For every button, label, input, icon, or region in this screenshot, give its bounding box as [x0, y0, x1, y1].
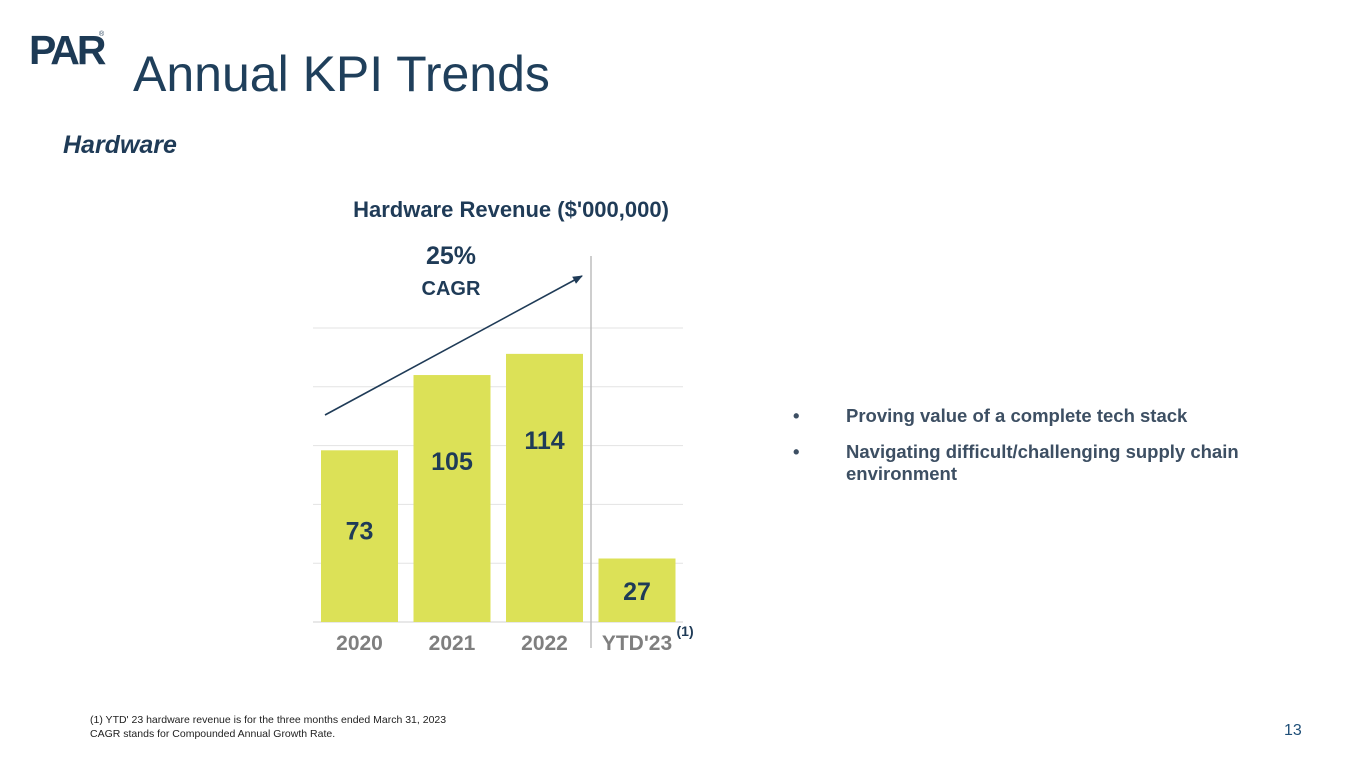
footnotes: (1) YTD' 23 hardware revenue is for the … — [90, 714, 446, 741]
bar-YTD'23 — [598, 558, 676, 622]
bullet-item: • Proving value of a complete tech stack — [793, 405, 1293, 427]
bullet-text: Navigating difficult/challenging supply … — [846, 441, 1239, 484]
slide-title: Annual KPI Trends — [133, 46, 550, 102]
bar-2020 — [321, 450, 398, 622]
footnote-ytd: (1) YTD' 23 hardware revenue is for the … — [90, 714, 447, 726]
bullet-marker: • — [793, 441, 800, 462]
value-label-2020: 73 — [346, 518, 374, 546]
chart-title: Hardware Revenue ($'000,000) — [353, 197, 669, 222]
footnote-marker: (1) — [677, 623, 694, 639]
category-label-YTD'23: YTD'23 — [602, 632, 672, 655]
bar-2021 — [413, 375, 491, 622]
growth-arrow — [324, 275, 583, 416]
bar-2022 — [506, 353, 583, 622]
footnote-cagr: CAGR stands for Compounded Annual Growth… — [90, 727, 336, 740]
category-label-2022: 2022 — [521, 632, 568, 655]
registered-mark: ® — [99, 31, 105, 38]
page-number: 13 — [1284, 722, 1302, 739]
bullet-list: • Proving value of a complete tech stack… — [793, 405, 1293, 499]
value-label-2021: 105 — [431, 448, 473, 476]
bullet-marker: • — [793, 405, 800, 426]
bullet-text: Proving value of a complete tech stack — [846, 405, 1188, 426]
bullet-item: • Navigating difficult/challenging suppl… — [793, 441, 1293, 485]
section-subtitle: Hardware — [63, 131, 177, 159]
par-logo: PAR — [29, 27, 107, 73]
category-label-2020: 2020 — [336, 632, 383, 655]
category-label-2021: 2021 — [429, 632, 476, 655]
value-label-2022: 114 — [524, 427, 564, 455]
value-label-YTD'23: 27 — [623, 578, 651, 606]
cagr-label: CAGR — [422, 278, 481, 300]
cagr-value: 25% — [426, 242, 476, 270]
